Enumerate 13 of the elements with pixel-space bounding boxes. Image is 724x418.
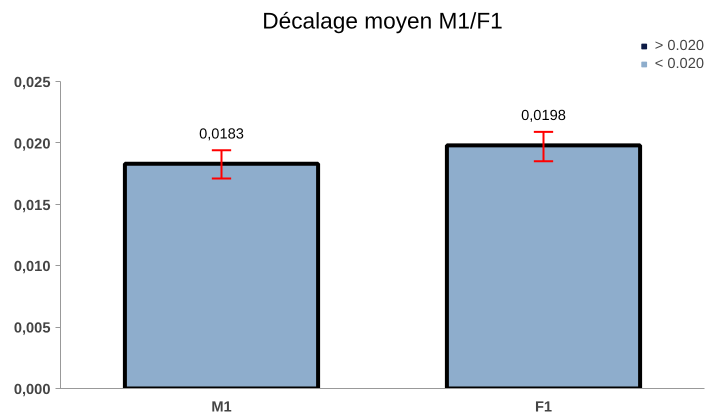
- chart-title: Décalage moyen M1/F1: [262, 8, 503, 34]
- data-label: 0,0198: [521, 108, 566, 124]
- y-tick-label: 0,005: [14, 320, 51, 337]
- y-tick-label: 0,015: [14, 198, 51, 214]
- x-tick-label: M1: [211, 400, 232, 416]
- legend-label: < 0.020: [654, 56, 704, 72]
- y-tick-label: 0,000: [14, 382, 51, 398]
- y-tick-label: 0,010: [14, 259, 51, 276]
- x-tick-label: F1: [534, 400, 552, 416]
- legend-label: > 0.020: [654, 38, 704, 54]
- y-tick-label: 0,025: [14, 74, 51, 91]
- y-tick-label: 0,020: [14, 136, 51, 152]
- data-label: 0,0183: [199, 126, 244, 142]
